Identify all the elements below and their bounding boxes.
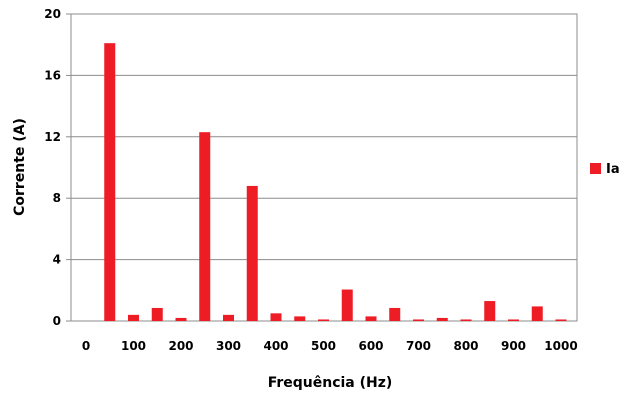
bar — [484, 301, 496, 321]
bar — [436, 317, 448, 321]
y-tick-label: 4 — [53, 253, 61, 267]
bar — [199, 132, 211, 321]
y-tick-label: 8 — [53, 191, 61, 205]
x-tick-label: 200 — [168, 339, 193, 353]
bar — [246, 185, 258, 321]
legend-swatch-ia — [590, 163, 601, 174]
x-tick-label: 1000 — [544, 339, 577, 353]
bar — [104, 43, 116, 321]
bar — [460, 319, 472, 321]
plot-area-frame — [70, 13, 578, 322]
y-tick-label: 20 — [44, 7, 61, 21]
y-tick-label: 16 — [44, 68, 61, 82]
x-tick-label: 600 — [358, 339, 383, 353]
bar — [270, 313, 282, 321]
bar — [175, 317, 187, 321]
legend-label-ia: Ia — [606, 162, 620, 177]
gridlines — [71, 13, 577, 261]
x-tick-label: 700 — [406, 339, 431, 353]
bar — [531, 306, 543, 321]
x-tick-label: 0 — [82, 339, 90, 353]
x-tick-label: 100 — [121, 339, 146, 353]
bar — [223, 314, 234, 321]
x-axis-title: Frequência (Hz) — [268, 375, 393, 391]
x-tick-label: 900 — [501, 339, 526, 353]
x-axis-ticks: 0 100 200 300 400 500 600 700 800 900 1000 — [82, 339, 578, 353]
x-tick-label: 500 — [311, 339, 336, 353]
y-tick-label: 0 — [53, 314, 61, 328]
bar — [389, 307, 401, 321]
x-tick-label: 400 — [263, 339, 288, 353]
bar-series — [104, 43, 567, 321]
bar — [508, 319, 519, 321]
x-tick-label: 300 — [216, 339, 241, 353]
bar — [555, 319, 567, 321]
bar — [365, 316, 377, 321]
x-tick-label: 800 — [453, 339, 478, 353]
bar — [128, 314, 139, 321]
legend: Ia — [590, 162, 620, 177]
y-axis-title: Corrente (A) — [12, 118, 28, 216]
y-axis-ticks: 0 4 8 12 16 20 — [44, 7, 71, 328]
bar — [318, 319, 329, 321]
bar — [413, 319, 424, 321]
bar — [341, 289, 353, 321]
bar — [294, 316, 306, 321]
y-tick-label: 12 — [44, 130, 61, 144]
bar — [151, 307, 163, 321]
